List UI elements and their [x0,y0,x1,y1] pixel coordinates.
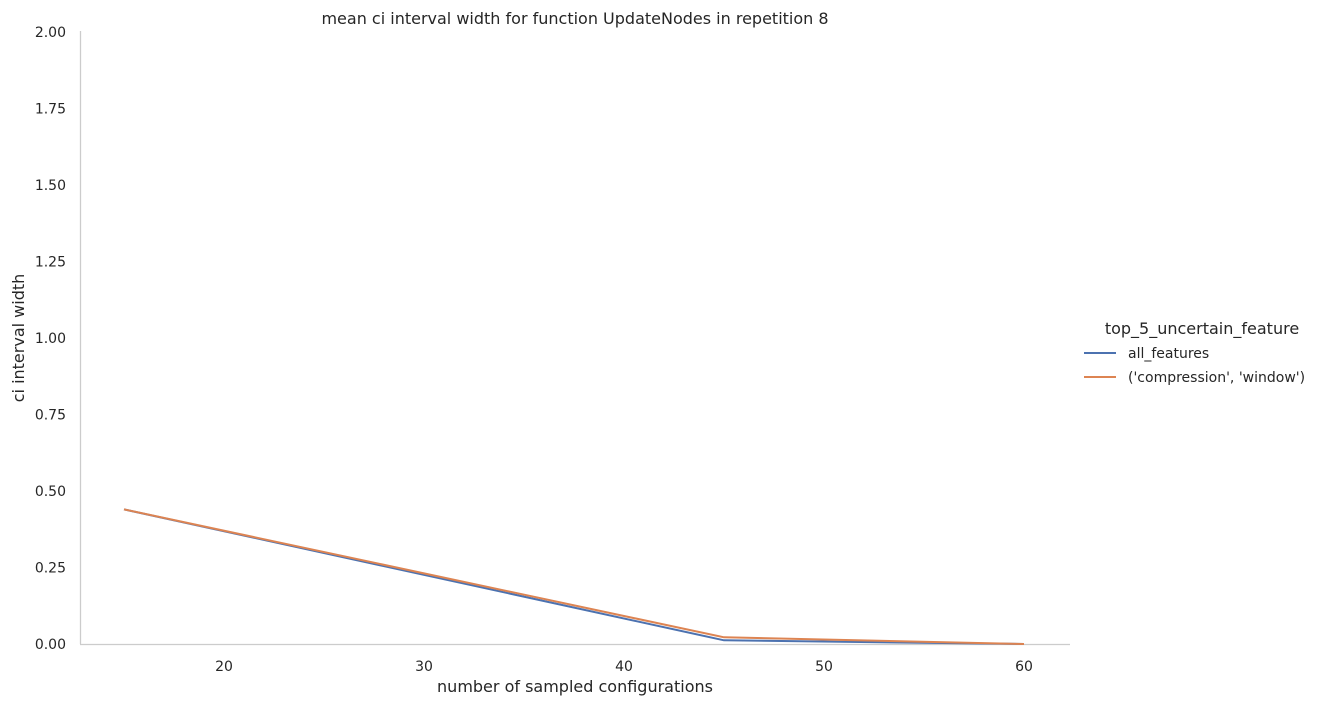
y-tick-label: 1.75 [35,102,66,118]
y-tick-label: 0.75 [35,408,66,424]
y-tick-label: 0.00 [35,637,66,653]
legend-label: all_features [1128,346,1209,362]
y-tick-label: 2.00 [35,25,66,41]
legend-item-all-features: all_features [1084,346,1209,362]
legend-item-compression-window: ('compression', 'window') [1084,370,1305,386]
series-lines [123,508,1025,645]
y-tick-label: 1.00 [35,331,66,347]
series-line-compression-window [123,508,1025,645]
chart-title: mean ci interval width for function Upda… [321,9,828,28]
x-axis-label: number of sampled configurations [437,677,713,696]
x-tick-label: 50 [815,659,833,675]
y-axis-label: ci interval width [9,274,28,403]
x-tick-labels: 20 30 40 50 60 [215,659,1033,675]
y-tick-label: 0.50 [35,484,66,500]
x-tick-label: 40 [615,659,633,675]
legend: top_5_uncertain_feature all_features ('c… [1084,319,1305,386]
legend-title: top_5_uncertain_feature [1105,319,1299,339]
y-tick-label: 1.50 [35,178,66,194]
plot-area: 0.00 0.25 0.50 0.75 1.00 1.25 1.50 1.75 2.00 20 3… [35,25,1070,675]
series-line-all-features [123,508,1025,645]
x-tick-label: 60 [1015,659,1033,675]
x-tick-label: 20 [215,659,233,675]
y-tick-label: 1.25 [35,255,66,271]
y-tick-label: 0.25 [35,561,66,577]
x-tick-label: 30 [415,659,433,675]
y-tick-labels: 0.00 0.25 0.50 0.75 1.00 1.25 1.50 1.75 2.00 [35,25,66,653]
legend-label: ('compression', 'window') [1128,370,1305,386]
